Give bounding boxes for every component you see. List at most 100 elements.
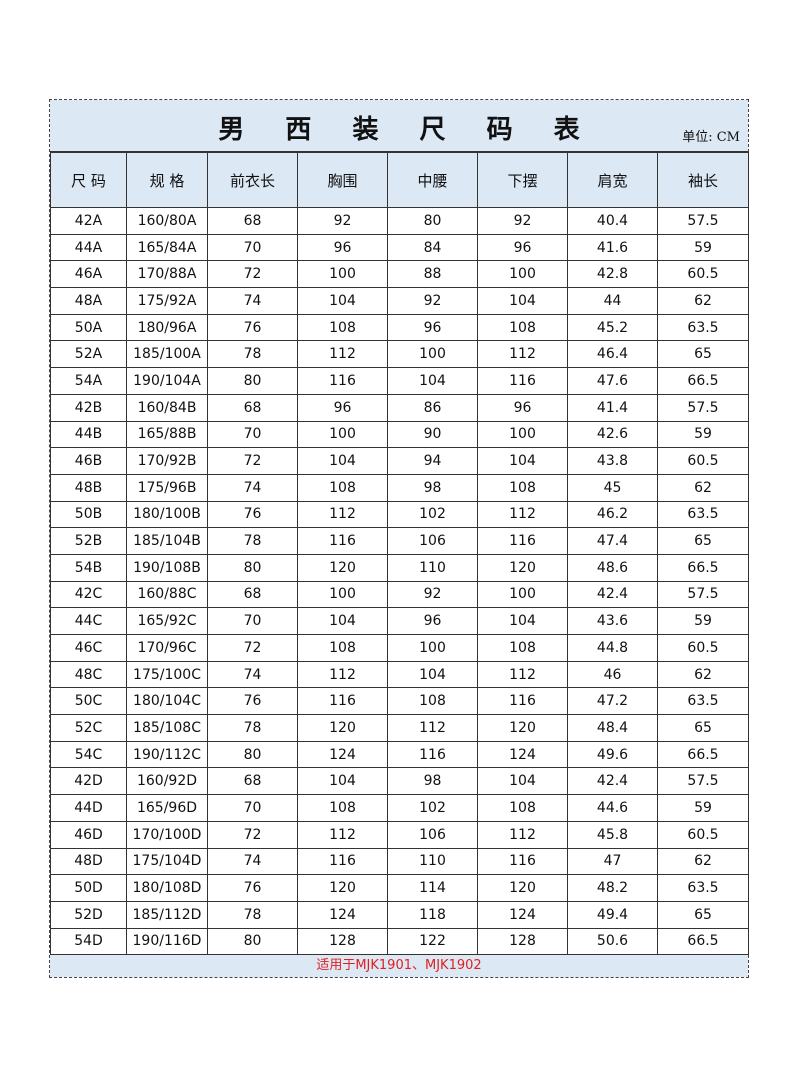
cell-sleeve: 62	[657, 473, 749, 502]
cell-front-length: 76	[207, 500, 298, 529]
cell-spec: 190/116D	[126, 927, 208, 956]
cell-size: 44B	[50, 420, 127, 449]
table-row: 50A 180/96A 76 108 96 108 45.2 63.5	[50, 313, 749, 342]
cell-sleeve: 57.5	[657, 207, 749, 235]
cell-shoulder: 48.4	[567, 714, 658, 742]
cell-front-length: 72	[207, 820, 298, 849]
cell-size: 50B	[50, 500, 127, 529]
cell-spec: 180/100B	[126, 500, 208, 529]
cell-size: 44C	[50, 607, 127, 635]
cell-waist: 104	[387, 660, 478, 689]
cell-front-length: 68	[207, 393, 298, 422]
header-front-length: 前衣长	[207, 152, 298, 208]
cell-shoulder: 49.4	[567, 900, 658, 929]
header-chest: 胸围	[297, 152, 388, 208]
unit-label: 单位: CM	[682, 130, 740, 145]
header-size: 尺 码	[50, 152, 127, 208]
cell-chest: 116	[297, 847, 388, 876]
header-hem: 下摆	[477, 152, 568, 208]
table-row: 44D 165/96D 70 108 102 108 44.6 59	[50, 794, 749, 822]
cell-size: 48B	[50, 473, 127, 502]
cell-size: 44D	[50, 794, 127, 822]
cell-chest: 108	[297, 473, 388, 502]
cell-spec: 180/108D	[126, 874, 208, 902]
cell-chest: 128	[297, 927, 388, 956]
cell-waist: 98	[387, 767, 478, 796]
cell-size: 54D	[50, 927, 127, 956]
cell-hem: 112	[477, 820, 568, 849]
cell-spec: 190/104A	[126, 367, 208, 395]
header-sleeve: 袖长	[657, 152, 749, 208]
cell-waist: 92	[387, 580, 478, 609]
cell-shoulder: 45.2	[567, 313, 658, 342]
cell-hem: 120	[477, 553, 568, 582]
cell-spec: 175/104D	[126, 847, 208, 876]
cell-hem: 108	[477, 313, 568, 342]
cell-size: 46B	[50, 447, 127, 475]
cell-sleeve: 59	[657, 420, 749, 449]
table-row: 52A 185/100A 78 112 100 112 46.4 65	[50, 340, 749, 369]
cell-shoulder: 47.2	[567, 687, 658, 716]
table-row: 44C 165/92C 70 104 96 104 43.6 59	[50, 607, 749, 635]
cell-sleeve: 57.5	[657, 767, 749, 796]
cell-shoulder: 44.6	[567, 794, 658, 822]
cell-sleeve: 60.5	[657, 820, 749, 849]
cell-spec: 190/108B	[126, 553, 208, 582]
cell-front-length: 78	[207, 340, 298, 369]
cell-waist: 84	[387, 233, 478, 262]
cell-shoulder: 43.6	[567, 607, 658, 635]
chart-title: 男 西 装 尺 码 表	[218, 115, 596, 145]
header-waist: 中腰	[387, 152, 478, 208]
table-row: 48C 175/100C 74 112 104 112 46 62	[50, 660, 749, 689]
cell-hem: 100	[477, 420, 568, 449]
cell-hem: 104	[477, 447, 568, 475]
cell-front-length: 70	[207, 607, 298, 635]
cell-hem: 116	[477, 367, 568, 395]
table-row: 44B 165/88B 70 100 90 100 42.6 59	[50, 420, 749, 449]
cell-spec: 185/104B	[126, 527, 208, 555]
cell-size: 54A	[50, 367, 127, 395]
cell-waist: 90	[387, 420, 478, 449]
cell-shoulder: 42.8	[567, 260, 658, 289]
cell-front-length: 74	[207, 473, 298, 502]
cell-front-length: 72	[207, 447, 298, 475]
cell-waist: 98	[387, 473, 478, 502]
cell-waist: 88	[387, 260, 478, 289]
table-body: 42A 160/80A 68 92 80 92 40.4 57.5 44A 165/84A 70 96…	[50, 207, 749, 956]
cell-size: 50C	[50, 687, 127, 716]
table-row: 54B 190/108B 80 120 110 120 48.6 66.5	[50, 553, 749, 582]
cell-sleeve: 65	[657, 340, 749, 369]
cell-spec: 170/100D	[126, 820, 208, 849]
cell-chest: 120	[297, 714, 388, 742]
header-shoulder: 肩宽	[567, 152, 658, 208]
cell-hem: 112	[477, 660, 568, 689]
cell-size: 48A	[50, 287, 127, 315]
cell-shoulder: 47.6	[567, 367, 658, 395]
table-row: 52B 185/104B 78 116 106 116 47.4 65	[50, 527, 749, 555]
cell-front-length: 72	[207, 634, 298, 662]
cell-chest: 116	[297, 687, 388, 716]
footer-note: 适用于MJK1901、MJK1902	[50, 955, 748, 978]
cell-sleeve: 63.5	[657, 687, 749, 716]
cell-front-length: 78	[207, 714, 298, 742]
cell-spec: 185/100A	[126, 340, 208, 369]
cell-size: 46A	[50, 260, 127, 289]
table-row: 50C 180/104C 76 116 108 116 47.2 63.5	[50, 687, 749, 716]
cell-size: 42C	[50, 580, 127, 609]
cell-front-length: 74	[207, 287, 298, 315]
cell-sleeve: 66.5	[657, 367, 749, 395]
cell-spec: 165/92C	[126, 607, 208, 635]
table-row: 46C 170/96C 72 108 100 108 44.8 60.5	[50, 634, 749, 662]
cell-shoulder: 44.8	[567, 634, 658, 662]
cell-waist: 104	[387, 367, 478, 395]
cell-sleeve: 65	[657, 527, 749, 555]
cell-spec: 175/100C	[126, 660, 208, 689]
cell-hem: 108	[477, 634, 568, 662]
cell-waist: 96	[387, 313, 478, 342]
cell-sleeve: 62	[657, 660, 749, 689]
table-row: 46B 170/92B 72 104 94 104 43.8 60.5	[50, 447, 749, 475]
cell-shoulder: 41.6	[567, 233, 658, 262]
cell-shoulder: 42.4	[567, 580, 658, 609]
cell-size: 42B	[50, 393, 127, 422]
cell-waist: 114	[387, 874, 478, 902]
